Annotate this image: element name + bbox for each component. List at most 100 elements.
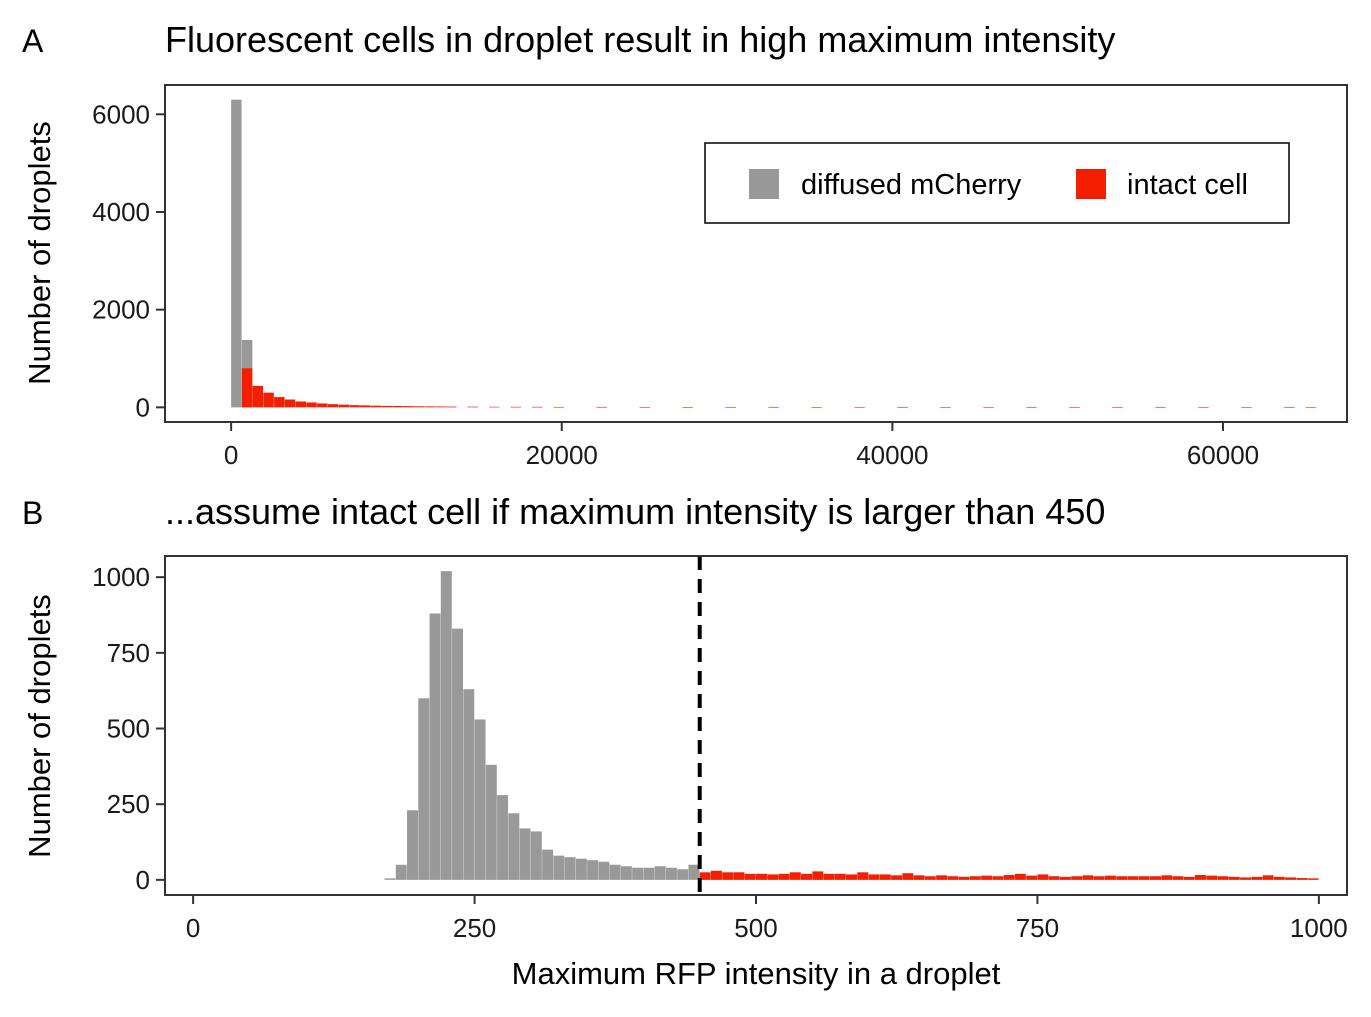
bar-intact-16 [879, 874, 891, 880]
bar-intact-32 [897, 407, 908, 408]
bar-intact-24 [969, 876, 981, 880]
y-tick-label-0: 0 [136, 392, 150, 422]
y-tick-label-3: 6000 [92, 99, 150, 129]
y-tick-label-1: 2000 [92, 295, 150, 325]
bar-intact-26 [992, 876, 1004, 880]
bar-diffused-9 [485, 764, 497, 880]
bar-intact-25 [596, 406, 607, 408]
bar-intact-23 [958, 876, 970, 880]
x-tick-label-0: 0 [186, 913, 200, 943]
bar-intact-28 [725, 407, 736, 408]
bar-diffused-17 [575, 858, 587, 880]
panel-b: B ...assume intact cell if maximum inten… [22, 491, 1348, 991]
bar-intact-49 [1251, 876, 1263, 880]
bar-intact-4 [744, 873, 756, 880]
bar-intact-42 [1305, 407, 1317, 408]
bar-intact-30 [811, 407, 822, 408]
panel-b-bars [384, 571, 1319, 880]
x-tick-label-1: 20000 [526, 440, 598, 470]
bar-diffused-11 [508, 813, 520, 880]
bar-intact-45 [1206, 875, 1218, 880]
x-tick-label-0: 0 [224, 440, 238, 470]
bar-diffused-16 [564, 857, 576, 880]
bar-intact-34 [1082, 875, 1094, 880]
bar-diffused-14 [542, 849, 554, 880]
bar-intact-1 [252, 385, 264, 408]
panel-b-x-axis-title: Maximum RFP intensity in a droplet [512, 956, 1001, 991]
bar-intact-19 [446, 406, 457, 408]
bar-intact-23 [532, 406, 543, 408]
bar-intact-19 [913, 875, 925, 880]
bar-intact-31 [1048, 876, 1060, 880]
panel-a-frame [164, 84, 1348, 423]
bar-intact-8 [789, 872, 801, 880]
bar-intact-46 [1217, 876, 1229, 880]
legend: diffused mCherry intact cell [704, 142, 1290, 224]
bar-diffused-24 [654, 866, 666, 880]
bar-diffused-7 [463, 689, 475, 880]
bar-intact-0 [241, 368, 253, 408]
bar-intact-35 [1026, 407, 1037, 408]
bar-diffused-25 [665, 867, 677, 880]
bar-intact-7 [317, 403, 328, 408]
bar-intact-33 [940, 407, 951, 408]
x-tick-label-2: 40000 [856, 440, 928, 470]
bar-diffused-10 [497, 795, 509, 880]
bar-intact-14 [857, 872, 869, 880]
bar-diffused-18 [587, 860, 599, 880]
bar-intact-50 [1262, 875, 1274, 880]
bar-diffused-0 [384, 878, 396, 880]
bar-intact-8 [327, 404, 339, 408]
bar-diffused-21 [620, 866, 632, 880]
bar-intact-34 [983, 407, 994, 408]
panel-a-y-ticks: 0 2000 4000 6000 [92, 99, 165, 422]
x-tick-label-3: 750 [1016, 913, 1059, 943]
panel-a-bars [231, 99, 1317, 408]
bar-intact-13 [381, 405, 393, 408]
y-tick-label-1: 250 [107, 789, 150, 819]
bar-intact-12 [834, 873, 846, 880]
y-tick-label-4: 1000 [92, 562, 150, 592]
legend-swatch-intact [1076, 169, 1106, 199]
bar-intact-5 [295, 401, 307, 408]
bar-intact-24 [553, 406, 564, 408]
panel-a-title: Fluorescent cells in droplet result in h… [165, 19, 1115, 60]
bar-diffused-3 [418, 698, 430, 880]
legend-box [704, 142, 1290, 224]
x-tick-label-2: 500 [734, 913, 777, 943]
bar-intact-47 [1228, 876, 1240, 880]
legend-label-diffused: diffused mCherry [801, 169, 1022, 201]
y-tick-label-2: 4000 [92, 197, 150, 227]
bar-intact-22 [510, 406, 521, 408]
legend-swatch-diffused [749, 169, 779, 199]
bar-intact-17 [891, 875, 903, 880]
panel-a: A Fluorescent cells in droplet result in… [22, 19, 1348, 470]
panel-b-title: ...assume intact cell if maximum intensi… [165, 491, 1105, 532]
bar-diffused-20 [609, 864, 621, 880]
x-tick-label-1: 250 [453, 913, 496, 943]
bar-intact-18 [435, 406, 446, 408]
panel-b-y-ticks: 0 250 500 750 1000 [92, 562, 165, 895]
bar-intact-7 [778, 873, 790, 880]
bar-diffused-2 [407, 810, 418, 880]
bar-intact-38 [1127, 876, 1139, 880]
bar-intact-10 [812, 871, 824, 880]
panel-a-x-ticks: 0 20000 40000 60000 [224, 422, 1259, 470]
bar-intact-41 [1161, 875, 1173, 880]
bar-intact-20 [924, 876, 936, 880]
bar-intact-54 [1307, 878, 1319, 880]
bar-intact-16 [413, 406, 425, 408]
bar-intact-27 [682, 407, 693, 408]
bar-intact-3 [274, 397, 285, 408]
bar-diffused-12 [519, 828, 531, 880]
bar-intact-53 [1296, 878, 1308, 880]
bar-intact-3 [733, 872, 745, 880]
bar-intact-39 [1198, 407, 1209, 408]
bar-diffused-6 [452, 628, 464, 880]
bar-intact-11 [360, 405, 371, 408]
bar-diffused-8 [474, 719, 486, 880]
bar-intact-2 [263, 392, 274, 408]
x-tick-label-3: 60000 [1187, 440, 1259, 470]
bar-intact-39 [1138, 876, 1150, 880]
